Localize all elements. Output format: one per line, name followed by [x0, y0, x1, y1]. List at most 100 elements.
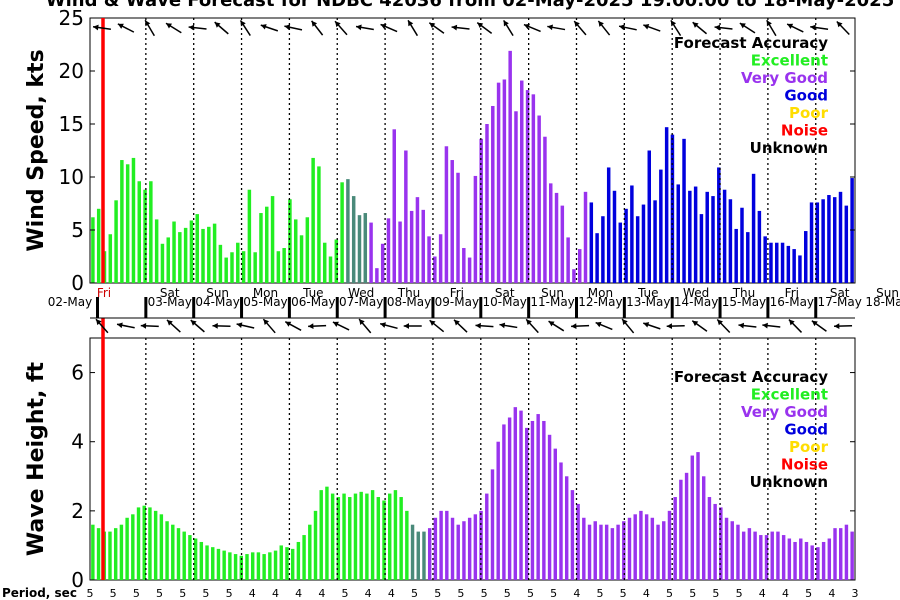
legend-entry: Good [784, 421, 828, 439]
wind-speed-bar [711, 196, 715, 283]
wave-height-bar [667, 510, 672, 580]
arrow-head [263, 319, 270, 326]
wind-speed-bar [462, 248, 466, 283]
wave-height-bar [108, 531, 112, 580]
wave-height-bar [416, 531, 420, 580]
wave-height-bar [273, 550, 278, 580]
period-value: 5 [342, 587, 349, 600]
period-value: 4 [318, 587, 325, 600]
wind-speed-bar [606, 167, 611, 283]
wind-speed-bar [549, 183, 553, 283]
wind-speed-bar [525, 90, 530, 283]
wave-height-bar [610, 528, 615, 580]
arrow-head [454, 319, 460, 326]
day-name: Tue [637, 286, 659, 300]
day-name: Thu [397, 286, 421, 300]
day-date: 06-May [291, 295, 335, 309]
wave-height-bar [781, 535, 786, 580]
wave-height-bar [570, 490, 575, 580]
wind-speed-bar [717, 167, 721, 283]
wind-speed-bar [149, 181, 153, 283]
day-boundary-tick [192, 297, 196, 318]
period-value: 5 [156, 587, 163, 600]
wave-height-bar [131, 514, 135, 580]
arrow-head [284, 24, 291, 31]
wave-height-bar [176, 528, 181, 580]
day-date: 02-May [48, 295, 92, 309]
arrow-head [240, 20, 246, 27]
arrow-head [666, 323, 673, 329]
wind-speed-bar [189, 220, 194, 283]
wave-height-bar [593, 521, 597, 580]
direction-arrow [260, 24, 279, 32]
period-value: 4 [782, 587, 789, 600]
wave-height-bar [816, 547, 820, 580]
day-name: Mon [588, 286, 613, 300]
day-date: 15-May [722, 295, 766, 309]
wind-speed-bar [589, 202, 594, 283]
direction-arrow [262, 318, 276, 334]
wind-speed-bar [520, 80, 524, 283]
wind-speed-bar [154, 219, 159, 283]
wave-height-bar [473, 514, 478, 580]
wind-speed-bar [664, 127, 669, 284]
wave-height-bar [507, 417, 512, 580]
direction-arrow [311, 20, 324, 36]
wind-speed-bar [693, 186, 698, 283]
wave-height-bar [296, 541, 301, 580]
arrow-head [526, 319, 532, 326]
arrow-head [140, 322, 147, 329]
arrow-head [523, 23, 530, 30]
wave-height-bar [319, 490, 323, 580]
wind-speed-bar [120, 160, 124, 283]
y-tick-label: 0 [71, 271, 84, 295]
legend-entry: Unknown [750, 139, 828, 157]
wave-height-bar [764, 535, 769, 580]
wind-speed-bar [641, 204, 646, 283]
legend-entry: Poor [789, 438, 829, 456]
wind-speed-bar [375, 268, 379, 283]
wave-height-bar [736, 524, 740, 580]
wind-direction-arrows [92, 19, 850, 37]
wave-height-bar [410, 524, 415, 580]
direction-arrow [691, 320, 708, 332]
day-date: 08-May [387, 295, 431, 309]
wave-height-bar [536, 414, 540, 580]
direction-arrow [643, 24, 661, 32]
direction-arrow [332, 321, 350, 331]
wind-speed-bar [682, 138, 686, 283]
wind-speed-bar [792, 249, 796, 283]
wave-height-bar [365, 493, 369, 580]
wind-speed-bar [108, 234, 113, 283]
wind-speed-bar [751, 173, 756, 283]
day-name: Fri [97, 286, 111, 300]
arrow-head [145, 20, 151, 27]
wave-height-bar [844, 524, 849, 580]
arrow-head [117, 322, 123, 329]
wave-height-bar [684, 472, 689, 580]
wave-height-bar [462, 521, 466, 580]
day-name: Fri [785, 286, 799, 300]
wind-speed-bar [236, 242, 240, 283]
wind-speed-bar [299, 235, 304, 283]
arrow-head [380, 322, 386, 328]
arrow-head [260, 24, 267, 30]
wind-speed-bar [514, 111, 518, 283]
wave-height-bar [525, 427, 529, 580]
wave-height-bar [559, 462, 563, 580]
wind-speed-bar [340, 182, 344, 283]
wind-speed-bar [676, 184, 680, 283]
direction-arrow [188, 24, 207, 31]
y-tick-label: 0 [71, 568, 84, 592]
direction-arrow [547, 24, 566, 31]
wave-height-bar [216, 548, 221, 580]
wave-height-bar [582, 517, 586, 580]
wave-height-bar [622, 521, 626, 580]
period-value: 5 [527, 587, 534, 600]
wind-speed-bar [404, 150, 408, 283]
wave-height-bar [679, 479, 683, 580]
wind-speed-bar [699, 214, 704, 283]
arrow-head [762, 322, 768, 329]
